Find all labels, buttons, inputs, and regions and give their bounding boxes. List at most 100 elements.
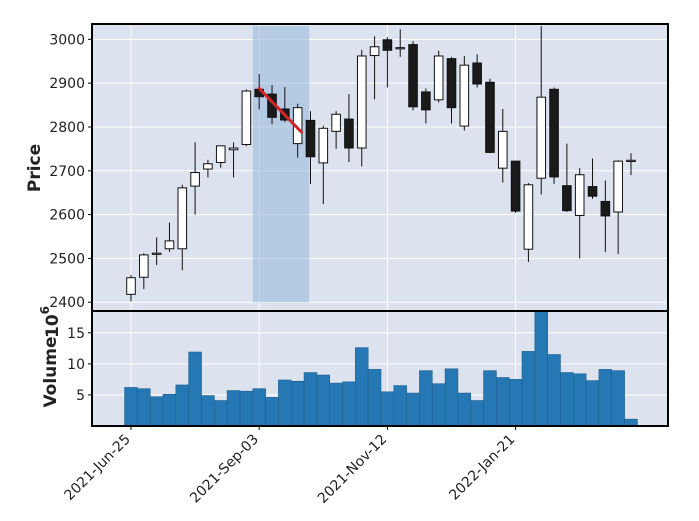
trendline-layer (257, 86, 304, 134)
candle-body (318, 127, 329, 164)
volume-bar (303, 372, 318, 427)
candle-down (485, 78, 495, 154)
candle-up (164, 222, 175, 252)
volume-y-tick-label: 5 (76, 388, 85, 404)
volume-bar (547, 354, 561, 427)
x-tick-label: 2021-Sep-03 (187, 432, 262, 507)
volume-bar (457, 392, 472, 427)
volume-bar (611, 370, 625, 427)
candle-body (600, 200, 611, 217)
volume-bar (342, 381, 356, 427)
candle-body (241, 90, 252, 145)
candle-body (228, 147, 239, 151)
volume-scale-exponent: 6 (38, 306, 52, 314)
candles-layer (126, 26, 636, 302)
volume-bar (329, 382, 343, 427)
candle-up (139, 253, 149, 290)
volume-bar (175, 384, 189, 427)
volume-bar (624, 418, 638, 427)
volume-scale-base: 10 (43, 314, 63, 338)
candle-body (395, 47, 406, 50)
candle-body (369, 46, 380, 57)
candle-down (472, 54, 482, 88)
candle-body (485, 81, 495, 153)
candle-down (408, 41, 418, 111)
candle-up (215, 145, 226, 168)
candle-up (626, 153, 636, 176)
volume-bar (239, 390, 254, 427)
candle-body (497, 130, 508, 169)
volume-bar (585, 380, 600, 427)
candle-body (613, 160, 623, 213)
volume-y-ticks: 5 10 15 (67, 326, 92, 404)
price-panel-background (92, 24, 668, 311)
highlight-layer (252, 26, 310, 303)
price-y-tick-label: 2500 (49, 251, 85, 267)
volume-panel-frame (91, 310, 669, 427)
candle-down (446, 56, 457, 124)
candle-body (408, 44, 418, 108)
volume-bar (560, 372, 574, 427)
price-y-tick-label: 2400 (49, 295, 85, 311)
candle-up (497, 109, 508, 183)
volume-bar (380, 391, 395, 427)
price-y-tick-label: 3000 (49, 32, 85, 48)
candle-body (626, 159, 636, 162)
volume-scale-label: 106 (38, 306, 63, 338)
candle-down (549, 87, 559, 184)
price-axis-label: Price (25, 144, 45, 192)
volume-bar (316, 374, 331, 427)
candle-up (126, 275, 136, 302)
x-tick-label: 2022-Jan-21 (446, 432, 518, 504)
candle-body (126, 277, 136, 295)
candle-down (587, 158, 598, 199)
candle-body (305, 119, 316, 158)
candle-up (459, 55, 470, 131)
candle-body (536, 96, 547, 179)
volume-bar (496, 377, 510, 427)
candle-body (331, 113, 341, 132)
candle-body (459, 64, 470, 127)
volume-bar (598, 369, 613, 427)
volume-bar (572, 373, 587, 427)
candle-up (613, 160, 623, 255)
highlight-band (252, 26, 310, 303)
volume-bar (393, 385, 407, 427)
candle-body (574, 174, 585, 216)
volume-bar (226, 390, 241, 427)
candle-down (421, 88, 431, 124)
volume-bar (534, 311, 548, 427)
volume-bar (406, 392, 420, 427)
candle-body (433, 55, 444, 101)
candle-body (472, 62, 482, 85)
candle-up (151, 237, 162, 265)
price-y-ticks: 2400 2500 2600 2700 2800 2900 3000 (49, 32, 92, 311)
volume-bar (290, 380, 305, 427)
candle-down (510, 160, 521, 213)
candle-up (331, 111, 341, 149)
candle-down (562, 143, 572, 212)
volume-bar (483, 370, 497, 427)
volume-bar (521, 351, 536, 427)
price-y-tick-label: 2600 (49, 208, 85, 224)
trendline (257, 86, 304, 134)
candle-body (587, 186, 598, 197)
candle-up (203, 159, 213, 178)
candle-body (177, 187, 188, 250)
price-y-tick-label: 2700 (49, 164, 85, 180)
candle-up (574, 168, 585, 259)
volume-y-tick-label: 10 (67, 357, 85, 373)
volume-bar (124, 387, 138, 427)
x-axis-ticks: 2021-Jun-25 2021-Sep-03 2021-Nov-12 2022-Ja… (62, 426, 518, 507)
volume-bar (188, 351, 202, 427)
candle-up (177, 184, 188, 271)
candle-up (318, 125, 329, 205)
candle-up (523, 183, 534, 262)
candle-down (382, 37, 393, 88)
candle-body (203, 163, 213, 170)
candle-up (228, 142, 239, 178)
candle-body (164, 240, 175, 250)
candle-body (344, 118, 354, 149)
volume-bar (367, 369, 382, 427)
